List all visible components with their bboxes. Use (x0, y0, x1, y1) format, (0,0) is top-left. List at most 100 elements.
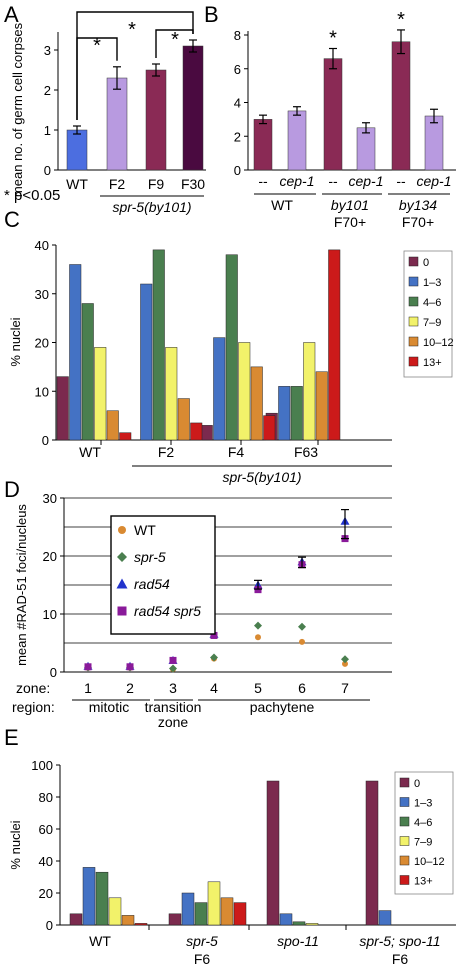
panel-a-bar-f9 (145, 69, 167, 171)
panel-d-point-s1-z4 (254, 621, 262, 630)
panel-c-legend-swatch-3 (408, 316, 419, 327)
panel-d-legend-label-2: rad54 (134, 576, 170, 592)
panel-d-chart: 0 10 20 30 WT spr-5 rad54 rad54 spr5 mean #RAD-5… (12, 491, 392, 730)
panel-e-legend-box (394, 771, 454, 895)
panel-d-point-s0-z4 (255, 634, 261, 641)
panel-e-bar-g2-s1 (279, 913, 293, 926)
panel-a-y-tick-label-0: 0 (44, 163, 51, 178)
panel-c-bar-g1-s4 (177, 398, 190, 441)
panel-e-chart: 0 20 40 60 80 100 WT spr-5 F6 spo-11 spr-5; spo-11… (8, 758, 456, 967)
panel-c-bar-g2-s0 (200, 425, 213, 441)
panel-b-y-tick-label-4: 8 (234, 28, 241, 43)
panel-a-significance-bracket-2 (155, 29, 194, 58)
panel-e-legend-swatch-1 (399, 797, 410, 807)
panel-d-legend-marker-1 (117, 552, 127, 562)
panel-d-point-s0-z6 (342, 660, 348, 667)
panel-e-category-2: spo-11 (277, 933, 319, 949)
panel-d-zone-label: zone: (16, 680, 50, 696)
panel-c-legend-swatch-2 (408, 296, 419, 307)
panel-b-group-label-1: by101 (331, 197, 369, 213)
panel-a-bar-f2 (106, 77, 128, 171)
panel-e-category-sublabel-3: F6 (392, 951, 409, 967)
panel-e-legend-swatch-3 (399, 836, 410, 846)
panel-e-y-tick-label-3: 60 (39, 822, 53, 837)
panel-b-y-tick-label-0: 0 (234, 163, 241, 178)
panel-c-bar-g1-s5 (190, 422, 203, 441)
panel-b-bar-5 (424, 115, 444, 171)
panel-b-category-3: cep-1 (348, 173, 383, 189)
panel-e-bar-g0-s3 (108, 897, 122, 926)
panel-c-legend-label-4: 10–12 (423, 337, 454, 349)
panel-e-category-1: spr-5 (186, 933, 218, 949)
panel-c-bar-g3-s5 (328, 249, 341, 441)
panel-c-y-tick-label-2: 20 (35, 336, 49, 351)
panel-c-bar-g0-s5 (119, 432, 132, 441)
panel-e-bar-g1-s3 (207, 881, 221, 926)
panel-c-bar-g3-s1 (278, 386, 291, 441)
panel-b-star-2: * (329, 28, 337, 50)
panel-e-legend-label-4: 10–12 (414, 856, 445, 868)
panel-b-bar-3 (356, 127, 376, 171)
panel-e-bar-g0-s2 (95, 871, 109, 926)
panel-c-y-tick-label-0: 0 (42, 433, 49, 448)
panel-a-group-label: spr-5(by101) (112, 199, 191, 215)
panel-d-y-tick-label-3: 30 (43, 491, 57, 506)
panel-e-y-tick-label-4: 80 (39, 790, 53, 805)
panel-c-bar-g1-s3 (165, 347, 178, 441)
panel-c-legend-swatch-4 (408, 336, 419, 347)
panel-e-bar-g2-s3 (305, 923, 319, 926)
panel-b-y-tick-label-2: 4 (234, 96, 241, 111)
panel-c-bar-g0-s4 (106, 410, 119, 441)
panel-e-bar-g0-s4 (121, 915, 135, 926)
panel-label-b: B (204, 2, 219, 27)
panel-b-category-5: cep-1 (416, 173, 451, 189)
panel-c-legend-label-0: 0 (423, 257, 429, 269)
panel-d-point-s1-z5 (298, 622, 306, 631)
panel-c-bar-g2-s4 (250, 366, 263, 441)
panel-c-legend-label-3: 7–9 (423, 317, 441, 329)
panel-a-chart: 0 1 2 3 WT F2 F9 F30 mean no. of germ cell corps… (10, 11, 206, 215)
panel-d-point-s0-z5 (299, 638, 305, 645)
panel-d-region-1-line-1: zone (158, 714, 189, 730)
panel-a-y-tick-label-1: 1 (44, 123, 51, 138)
panel-d-y-label: mean #RAD-51 foci/nucleus (14, 504, 29, 666)
panel-a-category-3: F30 (181, 176, 205, 192)
panel-label-d: D (4, 477, 20, 502)
panel-a-star-1: * (128, 19, 136, 41)
panel-e-bar-g2-s2 (292, 921, 306, 926)
panel-e-bar-g1-s1 (181, 892, 195, 926)
panel-d-legend-label-1: spr-5 (134, 549, 166, 565)
panel-e-category-0: WT (89, 933, 111, 949)
panel-d-zone-1: 2 (126, 680, 134, 696)
panel-b-group-sublabel-2: F70+ (402, 214, 434, 230)
panel-e-y-tick-label-2: 40 (39, 854, 53, 869)
panel-e-y-tick-label-0: 0 (46, 918, 53, 933)
panel-c-y-label: % nuclei (8, 317, 23, 366)
panel-a-y-tick-label-2: 2 (44, 83, 51, 98)
panel-c-legend-swatch-5 (408, 356, 419, 367)
panel-d-point-s1-z6 (341, 655, 349, 664)
panel-d-zone-5: 6 (298, 680, 306, 696)
panel-b-category-1: cep-1 (279, 173, 314, 189)
panel-e-y-tick-label-5: 100 (31, 758, 53, 773)
panel-d-point-s1-z2 (169, 664, 177, 673)
panel-e-bar-g0-s5 (134, 923, 148, 926)
panel-d-zone-0: 1 (84, 680, 92, 696)
panel-e-legend-label-2: 4–6 (414, 817, 432, 829)
panel-c-legend-swatch-0 (408, 256, 419, 267)
panel-e-bar-g1-s0 (168, 913, 182, 926)
panel-e-legend-swatch-5 (399, 875, 410, 885)
panel-c-category-0: WT (79, 444, 101, 460)
panel-b-category-0: -- (258, 173, 268, 189)
panel-c-category-3: F63 (294, 444, 318, 460)
panel-b-bar-2 (323, 58, 343, 171)
panel-d-legend-marker-2 (116, 578, 128, 589)
panel-a-category-1: F2 (109, 176, 126, 192)
panel-c-bar-g2-s2 (225, 254, 238, 441)
panel-d-region-2: pachytene (250, 699, 315, 715)
panel-c-bar-g1-s2 (152, 249, 165, 441)
panel-e-bar-g3-s0 (365, 780, 379, 926)
significance-note: * p<0.05 (4, 187, 60, 204)
panel-c-y-tick-label-4: 40 (35, 238, 49, 253)
panel-d-point-s3-z0 (84, 663, 92, 671)
